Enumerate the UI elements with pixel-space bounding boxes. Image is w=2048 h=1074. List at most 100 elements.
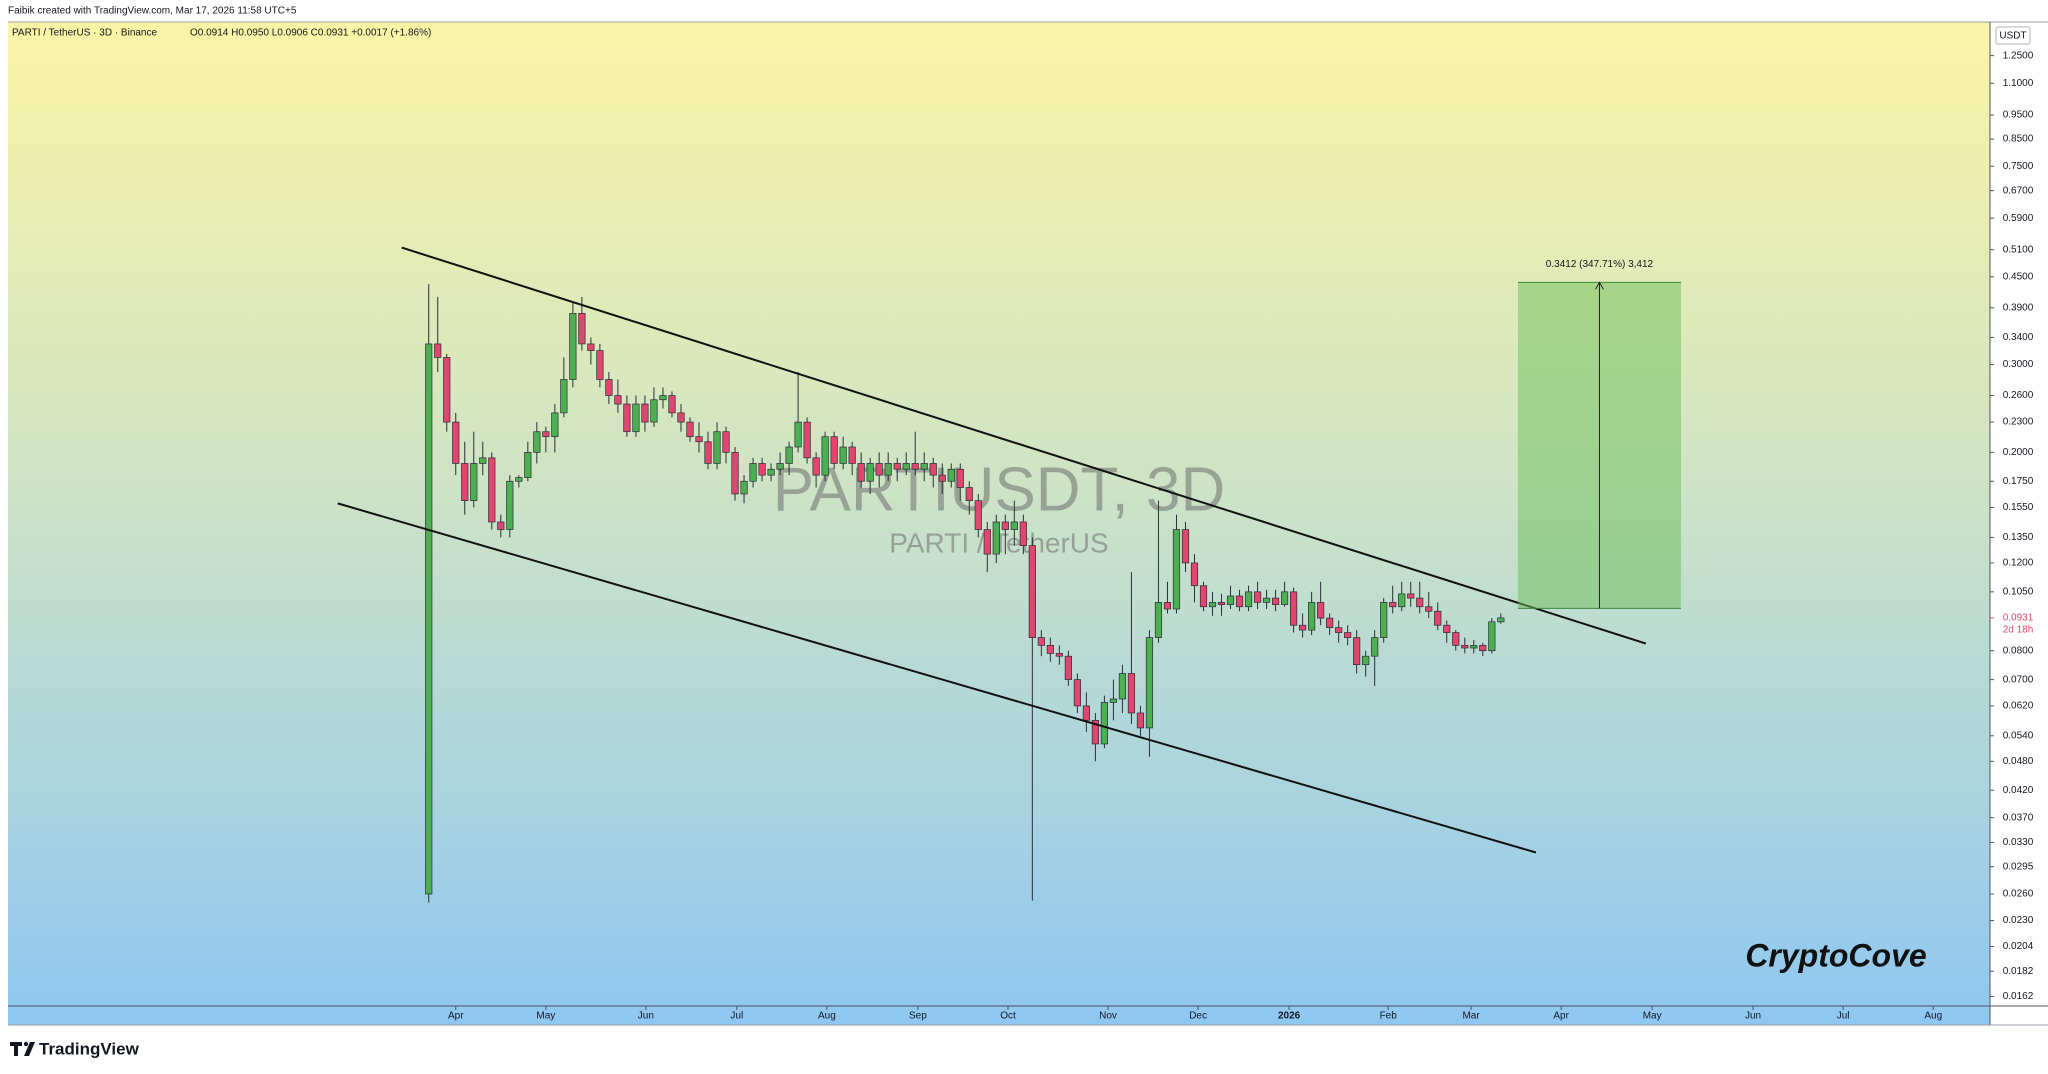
- candle-body: [668, 395, 676, 414]
- candle-body: [884, 463, 892, 476]
- x-tick-label: Feb: [1380, 1011, 1398, 1022]
- x-tick-label: Mar: [1462, 1011, 1480, 1022]
- candle-body: [1479, 645, 1487, 652]
- candle-body: [506, 480, 514, 530]
- brand: TradingView: [39, 1039, 140, 1058]
- candle-body: [713, 431, 721, 464]
- x-tick-label: Apr: [1553, 1011, 1569, 1022]
- y-tick-label: 0.2600: [2003, 390, 2034, 401]
- candle-body: [1037, 637, 1045, 646]
- candle-body: [1371, 637, 1379, 657]
- candle-body: [1073, 679, 1081, 707]
- candle-body: [965, 487, 973, 502]
- candle-body: [902, 463, 910, 470]
- candle-body: [794, 421, 802, 448]
- x-tick-label: Nov: [1099, 1011, 1117, 1022]
- candle-body: [542, 431, 550, 438]
- candle-body: [686, 421, 694, 438]
- candle-body: [524, 451, 532, 478]
- brand-logo: TradingView: [10, 1039, 140, 1058]
- candle-body: [533, 431, 541, 453]
- candle-body: [587, 343, 595, 351]
- candle-body: [1163, 602, 1172, 610]
- candle-body: [1416, 597, 1424, 608]
- y-tick-label: 0.0260: [2003, 889, 2034, 900]
- last-price: 0.0931: [2003, 613, 2034, 624]
- candle-body: [1055, 653, 1063, 657]
- x-tick-label: Oct: [1000, 1011, 1016, 1022]
- candle-body: [1398, 593, 1406, 608]
- candle-body: [1064, 655, 1072, 680]
- candle-body: [1010, 521, 1018, 530]
- candle-body: [605, 379, 613, 396]
- target-label: 0.3412 (347.71%) 3,412: [1546, 259, 1654, 270]
- candle-body: [1091, 719, 1099, 745]
- x-tick-label: Aug: [818, 1011, 836, 1022]
- credit: Faibik created with TradingView.com, Mar…: [8, 6, 297, 17]
- candle-body: [875, 463, 883, 476]
- currency-box: [1995, 26, 2031, 45]
- y-tick-label: 0.8500: [2003, 134, 2034, 145]
- candle-body: [1425, 606, 1433, 612]
- candle-body: [1317, 602, 1325, 619]
- y-tick-label: 0.0540: [2003, 730, 2034, 741]
- candle-body: [1389, 602, 1397, 608]
- x-tick-label: Dec: [1189, 1011, 1207, 1022]
- countdown: 2d 18h: [2003, 625, 2034, 636]
- candle-body: [434, 343, 442, 358]
- candle-body: [569, 313, 577, 380]
- candle-body: [857, 463, 865, 482]
- candle-body: [677, 412, 685, 423]
- y-tick-label: 1.1000: [2003, 78, 2034, 89]
- candle-body: [785, 446, 793, 464]
- y-tick-label: 0.7500: [2003, 161, 2034, 172]
- candle-body: [695, 436, 703, 443]
- x-tick-label: Jul: [1837, 1011, 1850, 1022]
- x-tick-label: 2026: [1278, 1011, 1301, 1022]
- candle-body: [803, 421, 811, 459]
- trendline: [401, 246, 1647, 645]
- candle-body: [740, 480, 748, 495]
- candle-body: [1190, 562, 1199, 587]
- candle-body: [1028, 545, 1036, 638]
- candle-body: [983, 529, 991, 555]
- brand-icon: [10, 1042, 35, 1056]
- y-tick-label: 0.9500: [2003, 110, 2034, 121]
- y-tick-label: 0.5900: [2003, 213, 2034, 224]
- y-tick-label: 0.3000: [2003, 359, 2034, 370]
- ohlc-line: O0.0914 H0.0950 L0.0906 C0.0931 +0.0017 …: [190, 28, 431, 39]
- y-tick-label: 0.0370: [2003, 812, 2034, 823]
- symbol-line: PARTI / TetherUS · 3D · Binance: [12, 28, 157, 39]
- candle-body: [1019, 521, 1027, 546]
- price-axis-background: [1990, 22, 2048, 1025]
- candle-body: [578, 313, 586, 345]
- x-tick-label: May: [1643, 1011, 1662, 1022]
- y-tick-label: 0.0420: [2003, 785, 2034, 796]
- candle-body: [1308, 602, 1316, 631]
- x-tick-label: Aug: [1924, 1011, 1942, 1022]
- y-tick-label: 0.2000: [2003, 447, 2034, 458]
- candle-body: [461, 463, 469, 502]
- y-tick-label: 0.0800: [2003, 645, 2034, 656]
- x-tick-label: Jun: [1745, 1011, 1761, 1022]
- candle-body: [1235, 595, 1244, 608]
- y-tick-label: 0.6700: [2003, 185, 2034, 196]
- y-tick-label: 0.0204: [2003, 941, 2034, 952]
- y-tick-label: 0.1200: [2003, 558, 2034, 569]
- candle-body: [650, 399, 658, 423]
- candle-body: [1299, 624, 1307, 631]
- candle-body: [1362, 655, 1370, 666]
- candle-body: [488, 457, 496, 523]
- candle-body: [1208, 602, 1217, 608]
- candle-body: [1145, 637, 1154, 729]
- x-tick-label: Apr: [448, 1011, 464, 1022]
- candle-body: [1217, 602, 1226, 605]
- candle-body: [839, 446, 847, 464]
- candle-body: [659, 395, 667, 401]
- candle-body: [767, 468, 775, 476]
- candle-body: [1181, 529, 1190, 564]
- candle-body: [1434, 610, 1442, 626]
- y-tick-label: 0.1350: [2003, 532, 2034, 543]
- y-tick-label: 0.0230: [2003, 915, 2034, 926]
